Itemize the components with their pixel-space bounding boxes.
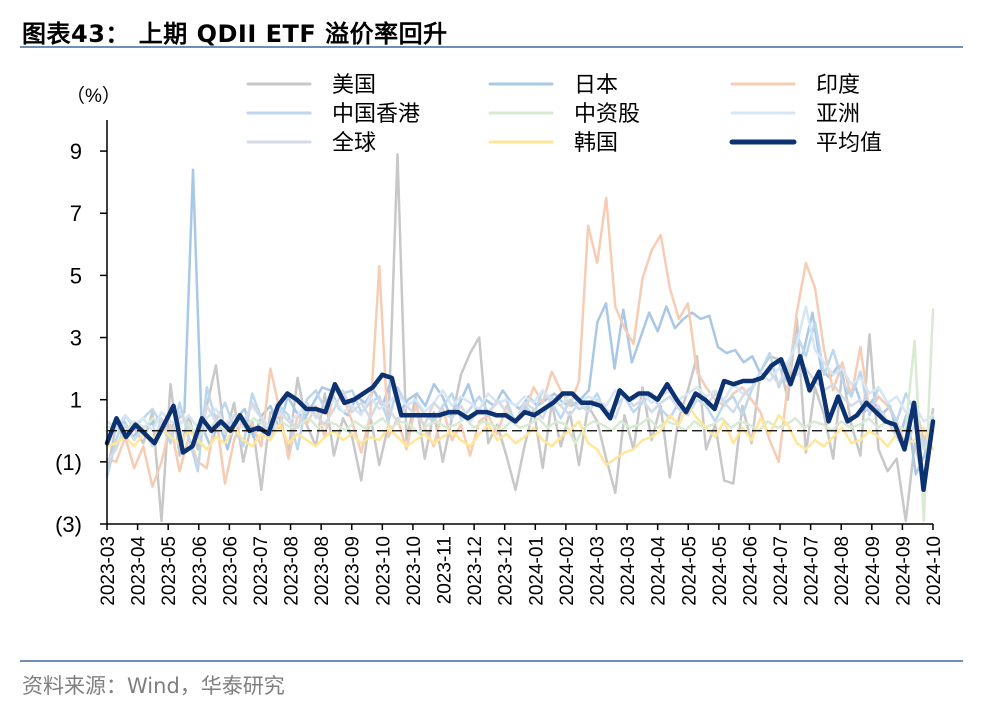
- x-tick-label: 2023-11: [435, 536, 456, 604]
- x-tick-label: 2024-02: [557, 536, 578, 606]
- y-tick-label: 1: [70, 388, 82, 413]
- y-tick-label: 9: [70, 139, 82, 164]
- series-line-5: [105, 308, 935, 523]
- x-tick-label: 2024-06: [740, 536, 761, 606]
- x-tick-label: 2024-04: [649, 536, 670, 606]
- legend-label: 中国香港: [332, 101, 420, 126]
- legend-label: 中资股: [574, 101, 640, 126]
- x-tick-label: 2023-09: [343, 536, 364, 606]
- x-tick-label: 2023-04: [129, 536, 150, 606]
- series-line-8: [105, 404, 935, 467]
- x-tick-label: 2023-07: [251, 536, 272, 606]
- legend-label: 印度: [816, 72, 860, 97]
- figure-title: 图表43： 上期 QDII ETF 溢价率回升: [22, 20, 448, 48]
- x-tick-label: 2024-07: [771, 536, 792, 606]
- x-tick-label: 2024-03: [618, 536, 639, 606]
- x-tick-label: 2023-10: [373, 536, 394, 606]
- y-axis-unit-label: （%）: [66, 85, 121, 107]
- chart: （%） 9 7 5 3 1 (1) (3) 2023-03 2023-04 2023-05 2023-…: [55, 72, 945, 606]
- x-tick-label: 2023-08: [312, 536, 333, 606]
- x-tick-label: 2023-06: [190, 536, 211, 606]
- x-tick-label: 2023-05: [159, 536, 180, 606]
- legend-label: 亚洲: [816, 101, 860, 126]
- x-tick-label: 2024-05: [710, 536, 731, 606]
- x-tick-label: 2024-08: [832, 536, 853, 606]
- y-tick-label: (1): [55, 450, 82, 475]
- title-rule: [20, 46, 963, 48]
- x-tick-label: 2023-12: [496, 536, 517, 606]
- x-tick-label: 2024-07: [802, 536, 823, 606]
- x-tick-label: 2023-03: [98, 536, 119, 606]
- x-tick-label: 2023-12: [465, 536, 486, 606]
- legend-label: 日本: [574, 72, 618, 97]
- series-line-1: [105, 152, 935, 523]
- y-tick-label: 5: [70, 263, 82, 288]
- legend-label: 全球: [332, 130, 376, 155]
- source-note: 资料来源：Wind，华泰研究: [22, 674, 285, 698]
- source-rule: [20, 660, 963, 662]
- x-tick-label: 2023-06: [220, 536, 241, 606]
- legend-label: 平均值: [816, 130, 882, 155]
- y-tick-label: (3): [55, 512, 82, 537]
- x-tick-label: 2024-01: [526, 536, 547, 606]
- legend-label: 韩国: [574, 130, 618, 155]
- x-tick-label: 2024-03: [587, 536, 608, 606]
- x-tick-label: 2024-05: [679, 536, 700, 606]
- x-tick-label: 2024-09: [863, 536, 884, 606]
- legend-label: 美国: [332, 72, 376, 97]
- x-tick-label: 2024-10: [924, 536, 945, 606]
- y-tick-label: 7: [70, 201, 82, 226]
- y-tick-label: 3: [70, 326, 82, 351]
- x-tick-label: 2023-08: [282, 536, 303, 606]
- x-tick-label: 2023-10: [404, 536, 425, 606]
- series-line-9: [104, 353, 936, 493]
- x-tick-label: 2024-09: [893, 536, 914, 606]
